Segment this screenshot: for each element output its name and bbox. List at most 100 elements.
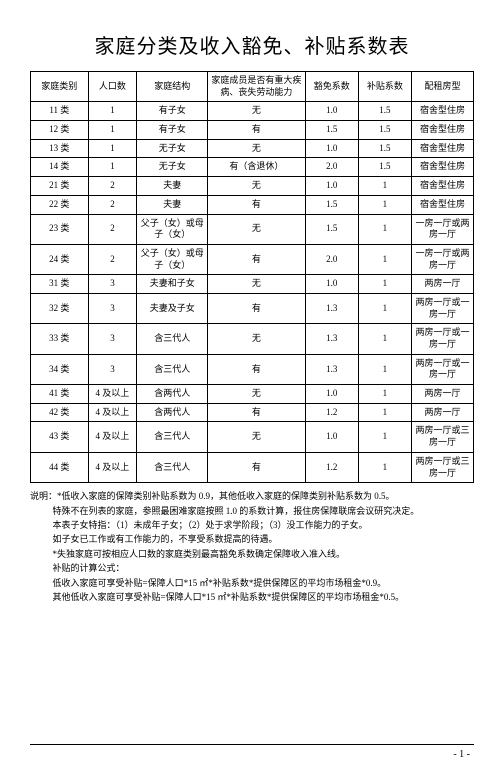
table-cell: 3 [88, 275, 137, 294]
table-cell: 1.2 [305, 452, 358, 482]
table-cell: 42 类 [31, 403, 89, 422]
table-row: 14 类1无子女有（含退休）2.01.5宿舍型住房 [31, 158, 474, 177]
table-cell: 4 及以上 [88, 452, 137, 482]
table-cell: 有子女 [137, 121, 208, 140]
table-cell: 2 [88, 195, 137, 214]
table-cell: 1.5 [358, 121, 411, 140]
table-cell: 1 [358, 275, 411, 294]
table-cell: 21 类 [31, 177, 89, 196]
table-cell: 1 [88, 158, 137, 177]
table-cell: 2.0 [305, 158, 358, 177]
column-header: 人口数 [88, 72, 137, 102]
table-cell: 1.3 [305, 293, 358, 323]
table-cell: 无 [208, 177, 305, 196]
table-row: 44 类4 及以上含三代人有1.21两房一厅或三房一厅 [31, 452, 474, 482]
table-cell: 1.5 [305, 195, 358, 214]
table-cell: 1.3 [305, 324, 358, 354]
table-cell: 1 [358, 177, 411, 196]
footer-rule [30, 744, 474, 745]
table-cell: 两房一厅或三房一厅 [411, 422, 473, 452]
table-cell: 32 类 [31, 293, 89, 323]
table-row: 23 类2父子（女）或母子（女）无1.51一房一厅或两房一厅 [31, 214, 474, 244]
table-cell: 33 类 [31, 324, 89, 354]
table-cell: 4 及以上 [88, 403, 137, 422]
note-line: 补贴的计算公式： [30, 561, 474, 575]
table-cell: 含三代人 [137, 324, 208, 354]
table-cell: 1.5 [358, 158, 411, 177]
note-line: 本表子女特指：（1）未成年子女；（2）处于求学阶段；（3）没工作能力的子女。 [30, 518, 474, 532]
table-cell: 22 类 [31, 195, 89, 214]
table-row: 13 类1无子女无1.01.5宿舍型住房 [31, 139, 474, 158]
table-body: 11 类1有子女无1.01.5宿舍型住房12 类1有子女有1.51.5宿舍型住房… [31, 102, 474, 483]
table-cell: 有 [208, 121, 305, 140]
table-cell: 1 [358, 214, 411, 244]
table-cell: 4 及以上 [88, 422, 137, 452]
table-cell: 有子女 [137, 102, 208, 121]
table-row: 11 类1有子女无1.01.5宿舍型住房 [31, 102, 474, 121]
table-cell: 1.0 [305, 139, 358, 158]
table-cell: 2.0 [305, 244, 358, 274]
notes-block: 说明：*低收入家庭的保障类别补贴系数为 0.9，其他低收入家庭的保障类别补贴系数… [30, 489, 474, 604]
table-cell: 无 [208, 139, 305, 158]
table-cell: 宿舍型住房 [411, 121, 473, 140]
table-cell: 两房一厅或一房一厅 [411, 293, 473, 323]
column-header: 家庭结构 [137, 72, 208, 102]
table-cell: 1.3 [305, 354, 358, 384]
table-cell: 无 [208, 214, 305, 244]
table-cell: 23 类 [31, 214, 89, 244]
table-cell: 1 [358, 385, 411, 404]
table-cell: 24 类 [31, 244, 89, 274]
table-cell: 11 类 [31, 102, 89, 121]
table-cell: 有 [208, 244, 305, 274]
table-cell: 有 [208, 293, 305, 323]
table-cell: 34 类 [31, 354, 89, 384]
table-cell: 1 [358, 324, 411, 354]
table-cell: 夫妻及子女 [137, 293, 208, 323]
table-cell: 1.5 [305, 121, 358, 140]
table-cell: 两房一厅或三房一厅 [411, 452, 473, 482]
table-cell: 1.0 [305, 422, 358, 452]
table-cell: 有 [208, 403, 305, 422]
column-header: 家庭成员是否有重大疾病、丧失劳动能力 [208, 72, 305, 102]
table-row: 22 类2夫妻有1.51宿舍型住房 [31, 195, 474, 214]
table-cell: 含两代人 [137, 385, 208, 404]
table-cell: 有 [208, 354, 305, 384]
table-cell: 父子（女）或母子（女） [137, 244, 208, 274]
table-cell: 43 类 [31, 422, 89, 452]
table-cell: 父子（女）或母子（女） [137, 214, 208, 244]
table-cell: 44 类 [31, 452, 89, 482]
table-cell: 含两代人 [137, 403, 208, 422]
table-row: 33 类3含三代人无1.31两房一厅或一房一厅 [31, 324, 474, 354]
table-cell: 有 [208, 452, 305, 482]
table-cell: 两房一厅 [411, 403, 473, 422]
coefficient-table: 家庭类别人口数家庭结构家庭成员是否有重大疾病、丧失劳动能力豁免系数补贴系数配租房… [30, 71, 474, 483]
page-number: - 1 - [30, 749, 474, 760]
table-cell: 两房一厅 [411, 385, 473, 404]
table-cell: 有（含退休） [208, 158, 305, 177]
table-row: 21 类2夫妻无1.01宿舍型住房 [31, 177, 474, 196]
table-row: 42 类4 及以上含两代人有1.21两房一厅 [31, 403, 474, 422]
table-cell: 1 [358, 293, 411, 323]
table-cell: 1 [88, 139, 137, 158]
table-cell: 无 [208, 275, 305, 294]
table-row: 12 类1有子女有1.51.5宿舍型住房 [31, 121, 474, 140]
table-cell: 1.2 [305, 403, 358, 422]
note-line: 如子女已工作或有工作能力的，不享受系数提高的待遇。 [30, 532, 474, 546]
table-cell: 1 [358, 452, 411, 482]
table-cell: 12 类 [31, 121, 89, 140]
table-cell: 含三代人 [137, 354, 208, 384]
table-cell: 夫妻 [137, 177, 208, 196]
table-cell: 两房一厅或一房一厅 [411, 354, 473, 384]
table-cell: 41 类 [31, 385, 89, 404]
column-header: 配租房型 [411, 72, 473, 102]
table-cell: 宿舍型住房 [411, 139, 473, 158]
table-cell: 无 [208, 385, 305, 404]
table-cell: 1 [358, 422, 411, 452]
header-row: 家庭类别人口数家庭结构家庭成员是否有重大疾病、丧失劳动能力豁免系数补贴系数配租房… [31, 72, 474, 102]
note-line: *失独家庭可按相应人口数的家庭类别最高豁免系数确定保障收入准入线。 [30, 547, 474, 561]
table-row: 34 类3含三代人有1.31两房一厅或一房一厅 [31, 354, 474, 384]
table-cell: 1.5 [358, 102, 411, 121]
table-row: 31 类3夫妻和子女无1.01两房一厅 [31, 275, 474, 294]
table-cell: 1 [88, 121, 137, 140]
table-cell: 3 [88, 293, 137, 323]
